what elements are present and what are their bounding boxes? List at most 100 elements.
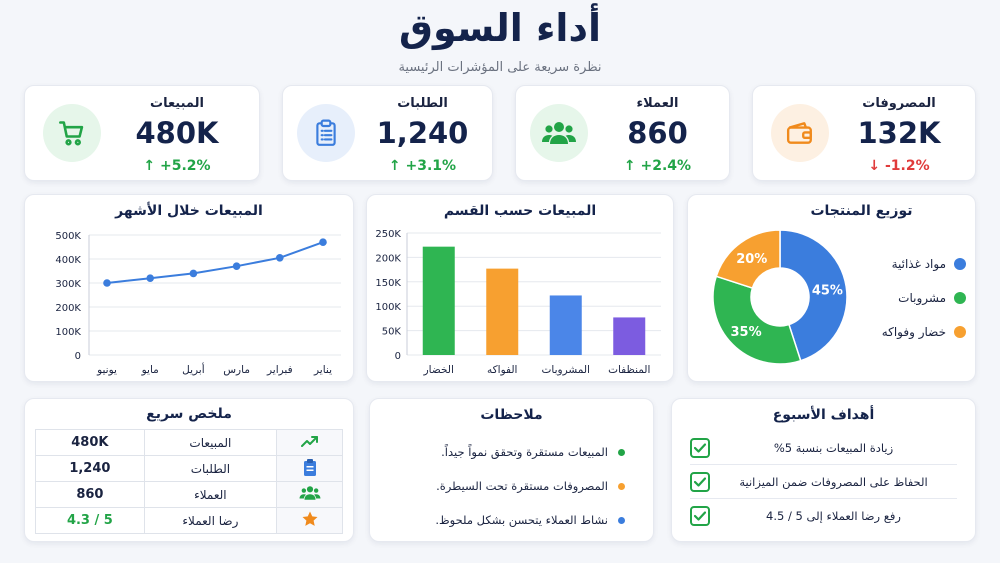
bullet-dot: [618, 482, 625, 490]
notes-title: ملاحظات: [480, 407, 543, 423]
goal-text: الحفاظ على المصروفات ضمن الميزانية: [739, 474, 928, 489]
x-tick-label: الفواكه: [487, 364, 517, 376]
kpi-label: المصروفات: [862, 96, 936, 111]
users-icon: [276, 481, 343, 508]
summary-value: 860: [35, 481, 145, 508]
shopping-cart-icon: [43, 104, 101, 162]
bar-chart-title: المبيعات حسب القسم: [443, 203, 597, 219]
summary-value: 4.3 / 5: [35, 507, 145, 534]
summary-table: 480K المبيعات 1,240 الطلبات 860 العملاء …: [35, 429, 343, 534]
y-tick-label: 100K: [375, 302, 401, 313]
notes-card: ملاحظات المبيعات مستقرة وتحقق نمواً جيدا…: [369, 398, 654, 542]
bar: [613, 317, 646, 355]
legend-label: مواد غذائية: [891, 257, 946, 271]
y-tick-label: 500K: [55, 231, 81, 242]
legend-label: مشروبات: [898, 291, 946, 305]
slice-label: 45%: [812, 283, 843, 298]
y-tick-label: 50K: [382, 327, 402, 338]
data-point: [276, 254, 284, 262]
note-text: نشاط العملاء يتحسن بشكل ملحوظ.: [435, 513, 608, 527]
list-item: نشاط العملاء يتحسن بشكل ملحوظ.: [390, 503, 625, 537]
donut-chart: 45% 35% 20%: [712, 229, 848, 365]
y-tick-label: 150K: [375, 278, 401, 289]
pie-slice: [779, 229, 848, 362]
slice-label: 35%: [730, 325, 761, 340]
page-title: أداء السوق: [399, 6, 601, 50]
list-item: المصروفات مستقرة تحت السيطرة.: [390, 469, 625, 503]
pie-chart-title: توزيع المنتجات: [810, 203, 913, 219]
line-chart: 0 100K 200K 300K 400K 500K يناير فبراير مارس أبري…: [55, 231, 341, 376]
table-row: 1,240 الطلبات: [35, 455, 343, 482]
note-text: المصروفات مستقرة تحت السيطرة.: [436, 479, 608, 493]
x-tick-label: المشروبات: [542, 364, 590, 376]
kpi-change: ↑ +5.2%: [143, 158, 211, 174]
page-subtitle: نظرة سريعة على المؤشرات الرئيسية: [398, 60, 602, 75]
x-tick-label: أبريل: [182, 362, 205, 376]
kpi-label: الطلبات: [397, 96, 448, 111]
x-tick-label: يونيو: [96, 364, 117, 376]
trending-up-icon: [276, 429, 343, 456]
star-icon: [276, 507, 343, 534]
summary-value: 480K: [35, 429, 145, 456]
legend-dot: [954, 326, 966, 338]
goal-text: رفع رضا العملاء إلى 5 / 4.5: [766, 509, 901, 523]
bullet-dot: [618, 516, 625, 524]
kpi-value: 1,240: [376, 116, 469, 150]
kpi-value: 132K: [857, 116, 941, 150]
series-line: [106, 241, 324, 284]
arrow-down-icon: ↓: [868, 158, 881, 174]
note-text: المبيعات مستقرة وتحقق نمواً جيداً.: [441, 445, 608, 459]
list-item: الحفاظ على المصروفات ضمن الميزانية: [690, 465, 957, 499]
y-tick-label: 250K: [375, 229, 401, 240]
kpi-label: العملاء: [636, 96, 679, 111]
checkbox-checked-icon[interactable]: [690, 506, 710, 526]
summary-value: 1,240: [35, 455, 145, 482]
kpi-value: 480K: [135, 116, 219, 150]
bar-chart-card: المبيعات حسب القسم 0 50K 100K 150K 200K 250K ا…: [366, 194, 674, 382]
legend-item: مشروبات: [874, 281, 966, 315]
wallet-icon: [771, 104, 829, 162]
kpi-card-expenses: المصروفات 132K ↓ -1.2%: [752, 85, 976, 181]
list-item: زيادة المبيعات بنسبة 5%: [690, 431, 957, 465]
kpi-label: المبيعات: [150, 96, 204, 111]
pie-slice: [715, 229, 781, 289]
legend-dot: [954, 292, 966, 304]
summary-label: العملاء: [143, 481, 278, 508]
kpi-change: ↑ +2.4%: [623, 158, 692, 174]
y-tick-label: 200K: [55, 303, 81, 314]
kpi-card-orders: الطلبات 1,240 ↑ +3.1%: [282, 85, 493, 181]
bullet-dot: [618, 448, 625, 456]
clipboard-icon: [297, 104, 355, 162]
y-tick-label: 100K: [55, 327, 81, 338]
bar-chart: 0 50K 100K 150K 200K 250K الخضار الفواكه المشروب…: [375, 229, 661, 376]
users-icon: [530, 104, 588, 162]
goals-card: أهداف الأسبوع زيادة المبيعات بنسبة 5% ال…: [671, 398, 976, 542]
x-tick-label: يناير: [313, 364, 332, 376]
table-row: 480K المبيعات: [35, 429, 343, 456]
y-tick-label: 200K: [375, 253, 401, 264]
goal-text: زيادة المبيعات بنسبة 5%: [773, 440, 894, 455]
table-row: 4.3 / 5 رضا العملاء: [35, 507, 343, 534]
bar: [422, 246, 455, 355]
y-tick-label: 0: [75, 351, 81, 362]
data-point: [319, 238, 327, 246]
y-tick-label: 0: [395, 351, 401, 362]
x-tick-label: مارس: [223, 364, 250, 376]
arrow-up-icon: ↑: [623, 158, 636, 174]
x-tick-label: الخضار: [423, 364, 454, 376]
data-point: [189, 269, 198, 278]
pie-slice: [712, 275, 802, 365]
summary-label: رضا العملاء: [143, 507, 278, 534]
notes-list: المبيعات مستقرة وتحقق نمواً جيداً. المصر…: [390, 435, 625, 537]
data-point: [103, 279, 111, 287]
y-tick-label: 300K: [55, 279, 81, 290]
data-point: [232, 262, 241, 270]
checkbox-checked-icon[interactable]: [690, 437, 710, 458]
kpi-change: ↑ +3.1%: [388, 158, 457, 174]
x-tick-label: مايو: [141, 364, 159, 376]
checkbox-checked-icon[interactable]: [690, 471, 710, 492]
summary-card: ملخص سريع 480K المبيعات 1,240 الطلبات 86…: [24, 398, 354, 542]
goals-list: زيادة المبيعات بنسبة 5% الحفاظ على المصر…: [690, 431, 957, 533]
summary-title: ملخص سريع: [146, 406, 232, 422]
summary-label: المبيعات: [143, 429, 278, 456]
